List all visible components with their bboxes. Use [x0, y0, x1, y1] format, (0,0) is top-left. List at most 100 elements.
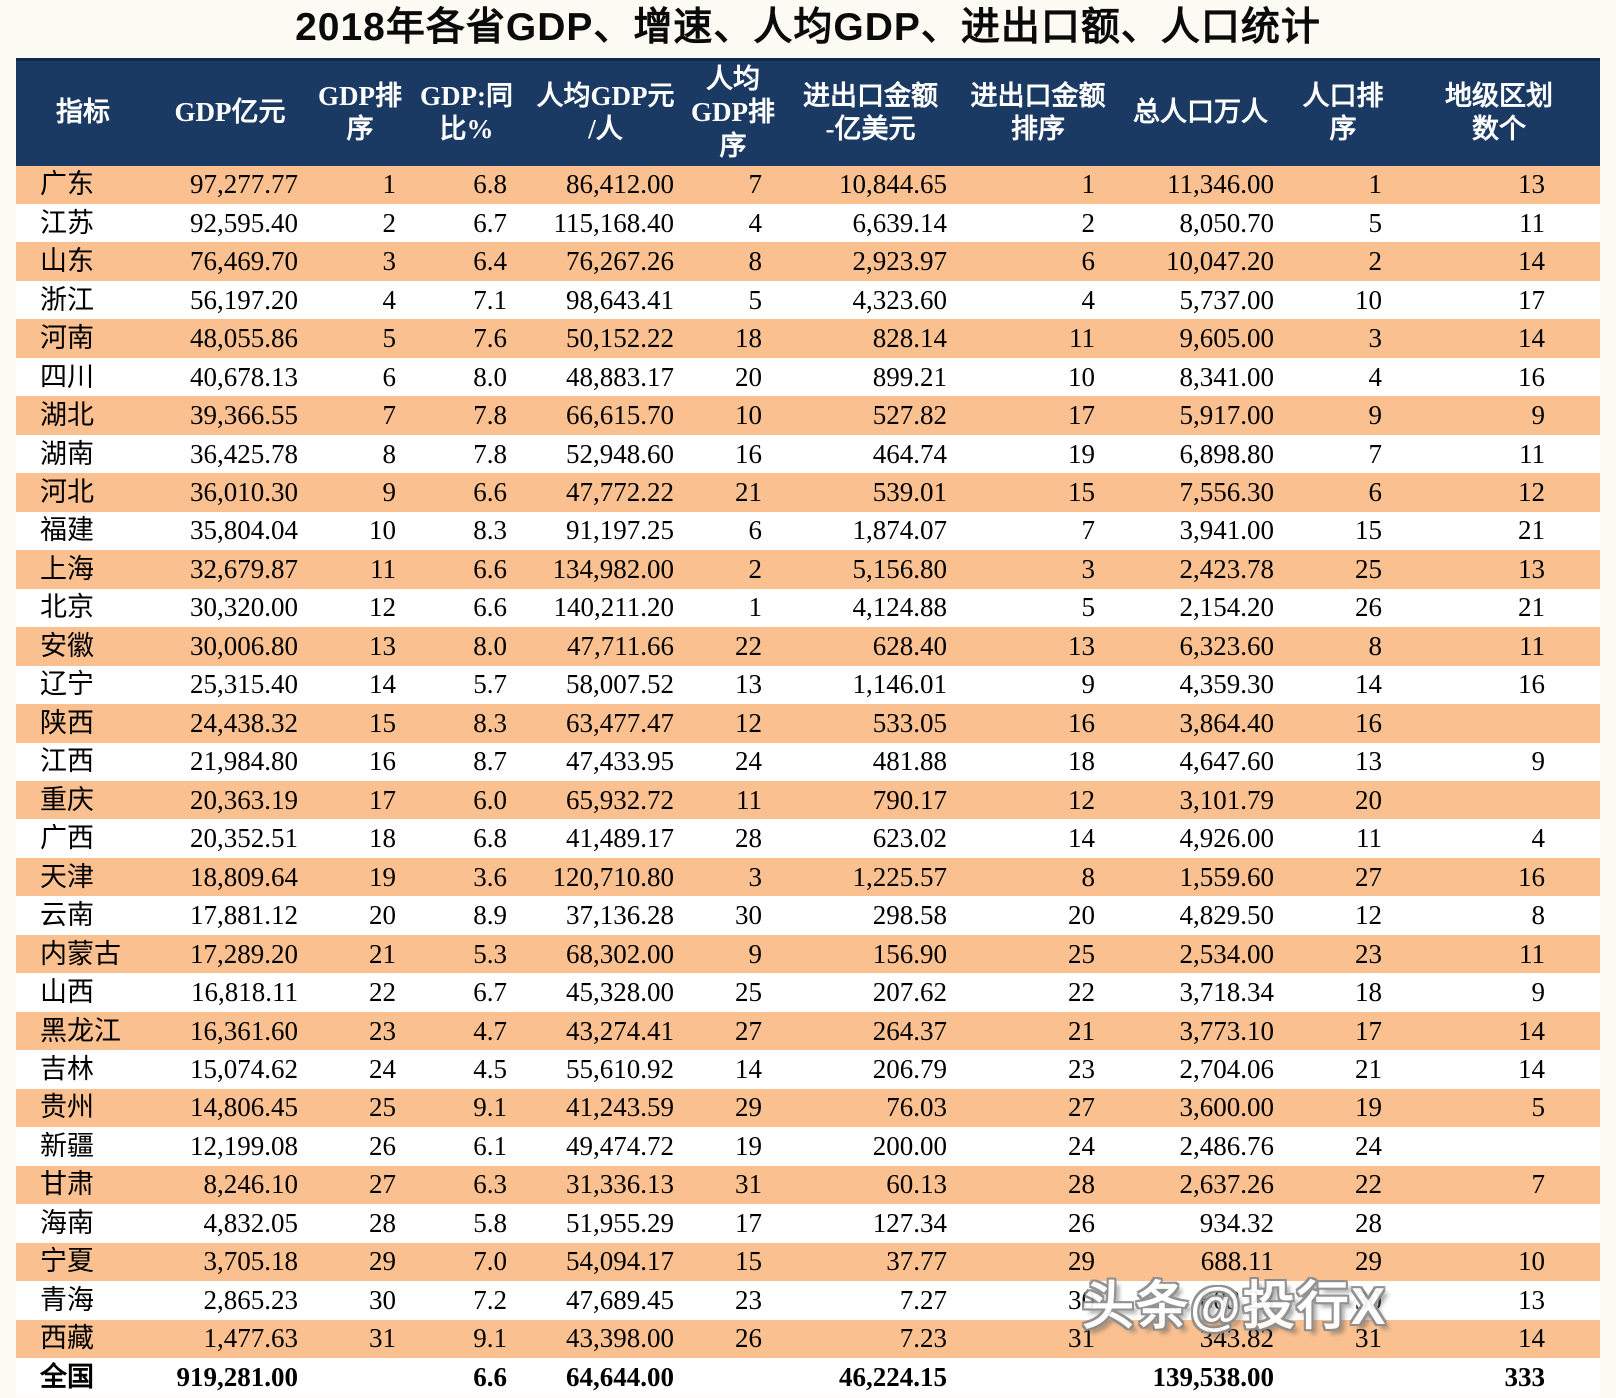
cell-gdp: 25,315.40 [190, 669, 298, 700]
cell-gdp_pc_rank: 14 [735, 1054, 762, 1085]
cell-pop_rank: 16 [1355, 707, 1382, 738]
cell-gdp_yoy: 6.6 [473, 1361, 507, 1392]
cell-trade_amount: 206.79 [872, 1054, 947, 1085]
column-header-divisions: 地级区划 数个 [1445, 80, 1553, 145]
cell-gdp_per_capita: 51,955.29 [566, 1207, 674, 1238]
cell-trade_rank: 11 [1069, 323, 1095, 354]
cell-trade_amount: 60.13 [886, 1169, 947, 1200]
cell-gdp_rank: 24 [369, 1054, 396, 1085]
cell-trade_amount: 264.37 [872, 1015, 947, 1046]
cell-trade_amount: 628.40 [872, 630, 947, 661]
cell-gdp_per_capita: 76,267.26 [566, 246, 674, 277]
table-row: 甘肃 8,246.10 27 6.3 31,336.13 31 60.13 28 2,637.2… [16, 1165, 1600, 1205]
cell-gdp_yoy: 8.3 [473, 515, 507, 546]
cell-gdp: 92,595.40 [190, 207, 298, 238]
cell-gdp: 919,281.00 [176, 1361, 299, 1392]
cell-divisions [1398, 781, 1600, 819]
cell-population: 603.23 [1199, 1284, 1274, 1315]
column-header-gdp_rank: GDP排 序 [318, 80, 402, 145]
cell-population: 3,864.40 [1179, 707, 1275, 738]
cell-gdp_yoy: 7.8 [473, 438, 507, 469]
cell-gdp_pc_rank: 28 [735, 823, 762, 854]
cell-gdp_yoy: 7.8 [473, 400, 507, 431]
cell-gdp_per_capita: 37,136.28 [566, 900, 674, 931]
cell-gdp: 30,006.80 [190, 630, 298, 661]
cell-gdp: 56,197.20 [190, 284, 298, 315]
cell-gdp_per_capita: 43,398.00 [566, 1323, 674, 1354]
column-header-gdp: GDP亿元 [174, 97, 286, 128]
cell-trade_amount: 5,156.80 [852, 553, 948, 584]
cell-trade_amount: 46,224.15 [839, 1361, 947, 1392]
column-header-trade_amount: 进出口金额 -亿美元 [803, 80, 938, 145]
cell-indicator: 西藏 [40, 1323, 94, 1354]
table-row: 广东 97,277.77 1 6.8 86,412.00 7 10,844.65 1 11,34… [16, 165, 1600, 204]
column-header-gdp_per_capita: 人均GDP元 /人 [536, 80, 675, 145]
cell-indicator: 吉林 [40, 1054, 94, 1085]
cell-indicator: 江西 [40, 746, 94, 777]
cell-gdp_rank: 7 [382, 400, 397, 431]
cell-gdp: 36,010.30 [190, 476, 298, 507]
cell-gdp: 18,809.64 [190, 861, 298, 892]
cell-indicator: 江苏 [40, 207, 94, 238]
cell-trade_amount: 10,844.65 [839, 169, 947, 200]
column-header-pop_rank: 人口排 序 [1302, 80, 1384, 145]
cell-gdp_per_capita: 45,328.00 [566, 977, 674, 1008]
cell-gdp_pc_rank: 11 [736, 784, 762, 815]
cell-trade_rank: 8 [1081, 861, 1096, 892]
cell-gdp_pc_rank: 5 [748, 284, 763, 315]
cell-gdp: 17,289.20 [190, 938, 298, 969]
cell-pop_rank: 21 [1355, 1054, 1382, 1085]
cell-gdp_per_capita: 47,689.45 [566, 1284, 674, 1315]
cell-pop_rank: 17 [1355, 1015, 1382, 1046]
cell-trade_rank: 6 [1081, 246, 1096, 277]
cell-indicator: 黑龙江 [40, 1015, 121, 1046]
cell-gdp_rank: 18 [369, 823, 396, 854]
cell-gdp: 16,361.60 [190, 1015, 298, 1046]
table-row: 陕西 24,438.32 15 8.3 63,477.47 12 533.05 16 3,864… [16, 704, 1600, 743]
cell-indicator: 上海 [40, 553, 94, 584]
cell-trade_amount: 200.00 [872, 1130, 947, 1161]
cell-gdp: 30,320.00 [190, 592, 298, 623]
table-row: 山东 76,469.70 3 6.4 76,267.26 8 2,923.97 6 10,047… [16, 242, 1600, 281]
cell-trade_rank: 29 [1068, 1246, 1095, 1277]
cell-indicator: 湖北 [40, 400, 94, 431]
table-row: 西藏 1,477.63 31 9.1 43,398.00 26 7.23 31 343.82 31… [16, 1319, 1600, 1359]
cell-gdp_yoy: 4.5 [473, 1054, 507, 1085]
table-row: 福建 35,804.04 10 8.3 91,197.25 6 1,874.07 7 3,941… [16, 511, 1600, 551]
cell-gdp_rank: 17 [369, 784, 396, 815]
cell-population: 934.32 [1199, 1207, 1274, 1238]
cell-divisions: 14 [1518, 246, 1545, 277]
cell-gdp_per_capita: 47,772.22 [566, 476, 674, 507]
cell-gdp_rank: 2 [382, 207, 397, 238]
cell-divisions: 16 [1518, 861, 1545, 892]
cell-gdp_pc_rank: 29 [735, 1092, 762, 1123]
cell-gdp_yoy: 8.0 [473, 630, 507, 661]
cell-gdp: 48,055.86 [190, 323, 298, 354]
cell-indicator: 甘肃 [40, 1169, 94, 1200]
cell-divisions: 9 [1531, 400, 1546, 431]
cell-population: 10,047.20 [1166, 246, 1274, 277]
cell-pop_rank: 2 [1368, 246, 1383, 277]
cell-gdp: 3,705.18 [203, 1246, 299, 1277]
table-row: 北京 30,320.00 12 6.6 140,211.20 1 4,124.88 5 2,15… [16, 588, 1600, 628]
cell-trade_rank: 10 [1068, 361, 1095, 392]
cell-pop_rank: 11 [1356, 823, 1382, 854]
cell-divisions: 9 [1531, 746, 1546, 777]
cell-gdp_yoy: 6.8 [473, 823, 507, 854]
cell-indicator: 安徽 [40, 630, 94, 661]
cell-gdp_yoy: 6.8 [473, 169, 507, 200]
cell-gdp_per_capita: 91,197.25 [566, 515, 674, 546]
cell-gdp_pc_rank: 2 [748, 553, 763, 584]
cell-trade_rank: 27 [1068, 1092, 1095, 1123]
cell-gdp_yoy: 7.6 [473, 323, 507, 354]
cell-gdp: 2,865.23 [203, 1284, 299, 1315]
cell-trade_amount: 127.34 [872, 1207, 947, 1238]
cell-divisions: 13 [1518, 169, 1545, 200]
cell-pop_rank: 14 [1355, 669, 1382, 700]
cell-gdp_yoy: 6.4 [473, 246, 507, 277]
table-row: 内蒙古 17,289.20 21 5.3 68,302.00 9 156.90 25 2,534… [16, 934, 1600, 974]
cell-population: 5,917.00 [1179, 400, 1275, 431]
cell-population: 2,154.20 [1179, 592, 1275, 623]
cell-gdp_per_capita: 47,433.95 [566, 746, 674, 777]
cell-population: 1,559.60 [1179, 861, 1275, 892]
